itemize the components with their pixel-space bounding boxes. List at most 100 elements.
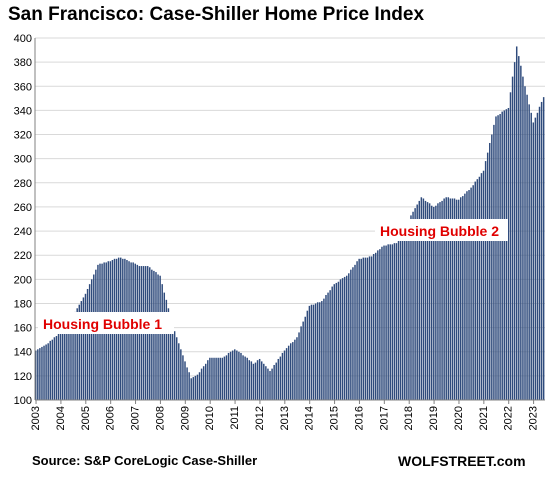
bar-130	[304, 316, 306, 400]
bar-201	[451, 198, 454, 400]
bar-197	[443, 198, 445, 400]
bar-115	[273, 365, 275, 400]
bar-61	[161, 284, 163, 400]
axes	[34, 38, 545, 401]
chart-title: San Francisco: Case-Shiller Home Price I…	[8, 4, 425, 25]
x-tick-label-2020: 2020	[453, 406, 465, 430]
y-tick-label-320: 320	[14, 130, 32, 142]
bar-209	[468, 190, 470, 400]
y-tick-label-140: 140	[14, 347, 32, 359]
bar-150	[345, 275, 348, 400]
y-tick-label-360: 360	[14, 81, 32, 93]
bar-230	[511, 76, 514, 400]
bar-224	[499, 114, 501, 401]
bar-244	[540, 101, 543, 400]
bar-164	[375, 252, 377, 400]
bar-158	[362, 257, 365, 400]
bar-212	[474, 181, 476, 400]
y-tick-label-200: 200	[14, 274, 32, 286]
bar-135	[314, 303, 317, 400]
bar-70	[180, 349, 182, 400]
bar-162	[370, 256, 373, 400]
bar-161	[368, 256, 371, 400]
bar-85	[211, 357, 213, 400]
x-tick-label-2009: 2009	[179, 406, 191, 430]
bar-92	[225, 355, 228, 400]
bar-187	[422, 198, 425, 400]
annotation-bg-1	[38, 312, 174, 334]
y-tick-label-260: 260	[14, 202, 32, 214]
bar-79	[198, 372, 201, 400]
y-tick-label-400: 400	[14, 33, 32, 45]
bar-91	[223, 356, 226, 400]
bar-152	[350, 269, 352, 400]
bar-240	[532, 122, 535, 400]
y-tick-label-240: 240	[14, 226, 32, 238]
y-tick-label-340: 340	[14, 105, 32, 117]
bar-56	[151, 269, 153, 400]
bar-18	[72, 315, 74, 400]
bar-68	[175, 337, 178, 400]
bar-119	[281, 352, 284, 400]
bar-245	[542, 97, 545, 401]
bar-107	[256, 360, 259, 400]
bar-3	[41, 346, 43, 400]
bar-98	[238, 351, 240, 400]
annotation-housing-bubble-2: Housing Bubble 2	[380, 223, 499, 239]
bar-58	[155, 272, 157, 400]
bar-167	[381, 246, 383, 400]
bar-103	[248, 360, 251, 400]
bar-157	[360, 258, 362, 400]
bar-71	[182, 355, 184, 400]
bar-86	[213, 357, 215, 400]
bar-206	[462, 196, 464, 400]
bar-94	[229, 351, 232, 400]
bar-64	[167, 308, 170, 400]
bar-10	[55, 336, 58, 400]
bar-176	[399, 234, 402, 400]
bar-133	[310, 304, 313, 400]
bar-80	[200, 368, 203, 400]
bar-2	[39, 348, 41, 400]
bar-66	[171, 325, 174, 400]
bar-120	[283, 350, 286, 400]
bar-191	[430, 205, 433, 400]
bar-87	[215, 357, 217, 400]
bar-207	[464, 193, 466, 400]
bar-144	[333, 284, 336, 400]
bar-234	[520, 65, 522, 401]
x-tick-label-2022: 2022	[503, 406, 515, 430]
bar-173	[393, 243, 396, 400]
x-tick-label-2003: 2003	[30, 406, 42, 430]
bar-215	[480, 173, 483, 400]
bar-182	[412, 211, 414, 400]
bar-231	[513, 62, 516, 401]
bar-172	[391, 244, 394, 400]
bar-151	[348, 273, 350, 400]
bar-193	[435, 205, 437, 400]
bar-223	[497, 115, 499, 400]
bar-156	[358, 258, 360, 400]
bar-109	[260, 361, 263, 400]
bar-222	[495, 116, 497, 400]
y-tick-label-100: 100	[14, 395, 32, 407]
x-tick-label-2010: 2010	[204, 406, 216, 430]
bar-6	[47, 343, 49, 400]
x-tick-label-2021: 2021	[478, 406, 490, 430]
bar-110	[263, 363, 265, 400]
x-tick-label-2017: 2017	[378, 406, 390, 430]
bar-235	[522, 76, 524, 400]
bar-137	[319, 302, 321, 400]
bar-181	[410, 215, 412, 400]
bar-220	[491, 134, 493, 401]
bar-226	[503, 110, 506, 401]
y-tick-label-300: 300	[14, 154, 32, 166]
bar-218	[486, 152, 489, 400]
bar-67	[173, 331, 176, 400]
bar-101	[244, 356, 246, 400]
bar-82	[205, 363, 207, 400]
bar-155	[356, 261, 358, 400]
bar-100	[242, 355, 244, 400]
bar-145	[335, 282, 338, 400]
